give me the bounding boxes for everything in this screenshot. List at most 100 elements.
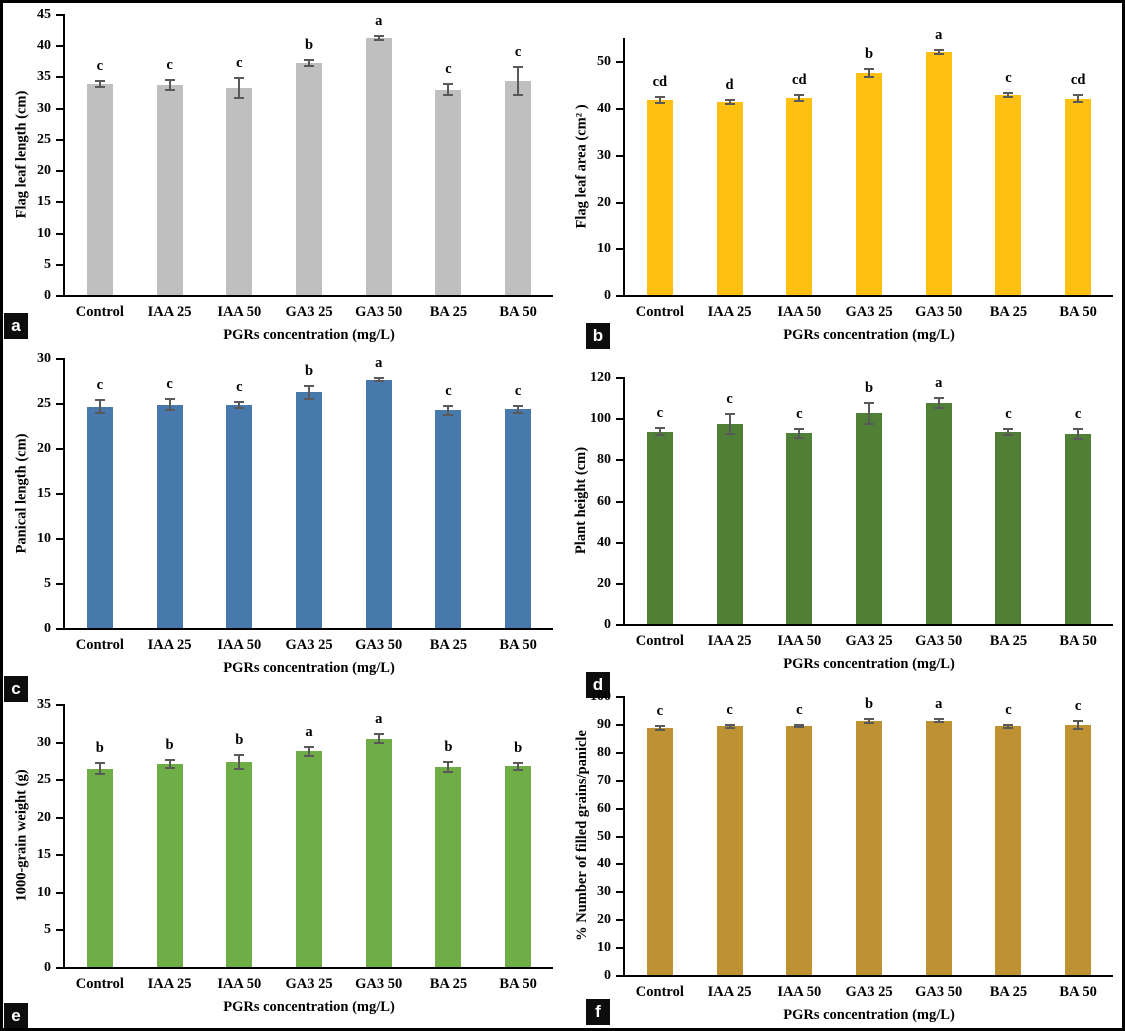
error-bar-cap-bottom xyxy=(794,725,805,728)
y-axis-line xyxy=(623,377,625,626)
y-tick-mark xyxy=(56,741,63,744)
y-tick-label: 10 xyxy=(597,940,611,956)
x-axis-title: PGRs concentration (mg/L) xyxy=(223,327,395,343)
error-bar-cap-bottom xyxy=(94,86,105,89)
error-bar-cap-top xyxy=(724,413,735,416)
bar-ga3-50 xyxy=(925,720,952,975)
error-bar-line xyxy=(1007,428,1010,436)
panel-f: 0 10 20 30 40 50 60 70 80 90 100 % Number of filled… xyxy=(563,685,1122,1028)
error-bar-line xyxy=(517,67,520,95)
y-tick-mark xyxy=(616,418,623,421)
y-tick-label: 40 xyxy=(37,38,51,54)
x-tick-label: Control xyxy=(635,304,684,320)
y-tick-label: 60 xyxy=(597,800,611,816)
y-tick-label: 80 xyxy=(597,744,611,760)
y-tick-mark xyxy=(56,493,63,495)
error-bar-cap-top xyxy=(1073,428,1084,431)
y-axis-title-text: Flag leaf length (cm) xyxy=(13,90,30,219)
error-bar-line xyxy=(658,96,661,104)
x-tick-label: IAA 50 xyxy=(777,984,822,1000)
y-tick-label: 30 xyxy=(37,734,51,750)
error-bar-cap-bottom xyxy=(164,766,175,769)
bar-ga3-25 xyxy=(296,392,322,628)
bar-ga3-50 xyxy=(365,379,392,628)
x-tick-label: BA 25 xyxy=(429,304,468,320)
x-axis-title: PGRs concentration (mg/L) xyxy=(223,999,395,1015)
bar-iaa-50 xyxy=(226,404,253,628)
significance-letter: c xyxy=(726,391,733,408)
error-bar-cap-bottom xyxy=(724,103,735,106)
y-axis-title-text: Panical length (cm) xyxy=(13,432,30,554)
y-axis-title-text: Plant height (cm) xyxy=(573,446,590,555)
bar-control xyxy=(646,431,673,624)
y-tick-mark xyxy=(56,107,63,110)
bar-iaa-25 xyxy=(156,764,183,967)
x-axis-line xyxy=(63,295,553,297)
error-bar-cap-bottom xyxy=(1073,728,1084,731)
error-bar-cap-top xyxy=(373,376,384,379)
error-bar-line xyxy=(168,79,171,90)
error-bar-cap-top xyxy=(794,93,805,96)
panel-d: 0 20 40 60 80 100 120 Plant height (cm) c Control… xyxy=(563,340,1122,698)
error-bar-line xyxy=(308,385,310,399)
panel-letter-badge: e xyxy=(4,1003,28,1028)
y-tick-mark xyxy=(616,947,623,950)
bar-ba-25 xyxy=(995,431,1022,624)
error-bar-cap-top xyxy=(304,745,314,748)
error-bar-cap-top xyxy=(724,98,735,101)
bar-ba-25 xyxy=(435,767,462,967)
significance-letter: c xyxy=(166,376,173,393)
bar-ga3-50 xyxy=(925,402,952,624)
error-bar-cap-top xyxy=(373,35,384,38)
error-bar-cap-top xyxy=(443,82,454,85)
y-tick-label: 50 xyxy=(597,828,611,844)
bar-iaa-50 xyxy=(786,97,813,295)
x-axis-title: PGRs concentration (mg/L) xyxy=(783,1007,955,1023)
y-tick-label: 25 xyxy=(37,131,51,147)
error-bar-cap-top xyxy=(724,723,735,726)
bar-iaa-25 xyxy=(156,84,183,295)
error-bar-line xyxy=(1077,721,1080,730)
y-axis-title-text: % Number of filled grains/panicle xyxy=(573,730,590,941)
y-tick-label: 45 xyxy=(37,7,51,22)
significance-letter: c xyxy=(96,377,104,394)
error-bar-cap-top xyxy=(513,761,524,764)
y-axis-line xyxy=(63,14,65,297)
x-tick-label: GA3 50 xyxy=(915,984,963,1000)
x-tick-label: IAA 25 xyxy=(707,633,752,649)
bar-ba-50 xyxy=(1065,98,1092,295)
y-tick-label: 35 xyxy=(37,697,51,712)
significance-letter: a xyxy=(305,723,313,740)
error-bar-cap-top xyxy=(1003,427,1014,430)
bar-iaa-50 xyxy=(226,761,253,967)
y-tick-label: 40 xyxy=(597,101,611,117)
error-bar-cap-bottom xyxy=(1003,96,1014,99)
significance-letter: c xyxy=(1005,701,1012,718)
y-tick-label: 15 xyxy=(37,486,51,501)
error-bar-cap-top xyxy=(443,760,454,763)
error-bar-cap-bottom xyxy=(1003,434,1014,437)
y-tick-label: 20 xyxy=(597,194,611,210)
error-bar-cap-bottom xyxy=(234,767,245,770)
x-tick-label: GA3 25 xyxy=(845,304,893,320)
bar-ga3-25 xyxy=(856,721,882,975)
bar-ba-25 xyxy=(995,726,1022,975)
x-tick-label: BA 50 xyxy=(499,976,537,992)
error-bar-cap-top xyxy=(794,724,805,727)
y-tick-mark xyxy=(616,723,623,726)
x-tick-label: GA3 50 xyxy=(915,633,963,649)
x-tick-label: IAA 25 xyxy=(707,304,752,320)
y-tick-mark xyxy=(616,582,623,585)
y-tick-label: 30 xyxy=(597,884,611,900)
significance-letter: b xyxy=(864,695,874,712)
bar-ba-50 xyxy=(1065,725,1092,975)
y-tick-mark xyxy=(616,975,623,977)
y-tick-mark xyxy=(616,779,623,782)
error-bar-line xyxy=(377,36,380,41)
significance-letter: b xyxy=(304,36,314,53)
y-tick-label: 50 xyxy=(597,54,611,70)
error-bar-line xyxy=(238,402,241,408)
error-bar-cap-bottom xyxy=(864,722,874,725)
y-tick-mark xyxy=(56,538,63,540)
